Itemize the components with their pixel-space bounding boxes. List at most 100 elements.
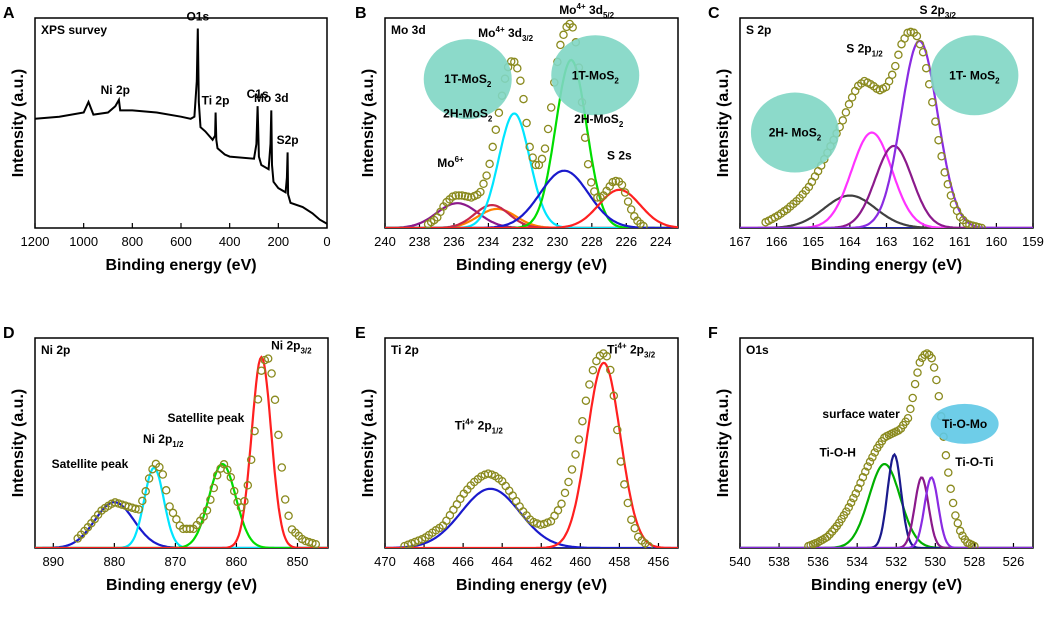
component-0 (740, 463, 1033, 548)
data-point (311, 539, 321, 548)
data-point (912, 31, 922, 41)
bubble-label-sub: 2 (487, 80, 492, 89)
data-point (185, 524, 195, 534)
data-point (626, 205, 636, 214)
x-tick-label: 456 (648, 554, 670, 569)
data-point (844, 503, 853, 512)
plot-area (35, 28, 327, 225)
data-point (592, 356, 601, 366)
data-point (922, 349, 932, 358)
data-point (894, 50, 903, 60)
data-point (620, 480, 629, 489)
data-point (568, 23, 577, 32)
x-tick-label: 164 (839, 234, 861, 249)
data-point (644, 541, 653, 548)
data-point (943, 180, 953, 189)
component-3 (740, 476, 1033, 548)
peak-annotation-text: Ti-O-Ti (955, 455, 993, 469)
bubble-label-text: 1T- MoS (949, 68, 995, 82)
data-point (967, 540, 977, 548)
data-point (515, 502, 524, 511)
peak-annotation-text: surface water (822, 407, 900, 421)
data-point (623, 197, 633, 206)
data-point (841, 108, 851, 117)
data-point (540, 144, 550, 153)
peak-label: Mo 3d (254, 91, 289, 105)
data-point (560, 488, 570, 498)
panel-letter: B (355, 5, 367, 22)
data-point (921, 63, 931, 73)
panel-c: C S 2p 167 166 165 164 163 162 161 160 159 Binding … (708, 3, 1044, 274)
x-tick-label: 159 (1022, 234, 1044, 249)
data-point (277, 463, 287, 472)
peak-annotation-text: S 2s (607, 148, 632, 162)
component-3 (35, 355, 328, 548)
data-point (134, 505, 144, 514)
peak-annotation-text: Ni 2p (143, 432, 172, 446)
data-point (236, 503, 246, 512)
x-tick-label: 534 (846, 554, 868, 569)
data-point (158, 470, 168, 479)
data-point (206, 495, 215, 504)
bubble-label: 1T- MoS2 (949, 68, 1000, 85)
component-0 (385, 487, 678, 548)
data-point (915, 358, 925, 367)
state-label-sub: 2 (619, 120, 624, 129)
component-1 (385, 361, 678, 548)
peak-annotation-sup: 6+ (455, 155, 464, 164)
data-point (488, 142, 497, 152)
data-point (887, 70, 897, 80)
x-tick-label: 460 (569, 554, 591, 569)
data-point (870, 448, 880, 457)
data-point (971, 222, 980, 228)
panel-title: O1s (746, 343, 769, 357)
bubble-label-sub: 2 (614, 76, 619, 85)
data-point (586, 178, 596, 187)
x-tick-label: 166 (766, 234, 788, 249)
peak-annotation: surface water (822, 407, 900, 421)
data-point (284, 511, 293, 521)
peak-annotation: S 2p3/2 (920, 3, 957, 20)
x-tick-label: 540 (729, 554, 751, 569)
bubble-label: 1T-MoS2 (444, 72, 492, 89)
data-point (583, 159, 593, 169)
peak-annotation-sup: 4+ (496, 25, 505, 34)
data-point (485, 159, 494, 169)
data-point (240, 496, 249, 506)
data-point (229, 486, 239, 496)
component-5 (385, 169, 678, 228)
peak-annotation-after: 3d (505, 26, 522, 40)
data-point (457, 191, 467, 200)
data-point (513, 64, 522, 73)
plot-area (385, 19, 678, 228)
data-point (894, 426, 903, 435)
x-tick-label: 167 (729, 234, 751, 249)
peak-annotation-sub: 3/2 (522, 34, 534, 43)
y-axis-label: Intensity (a.u.) (10, 389, 27, 497)
panel-a: A XPS survey 1200 1000 800 600 400 200 0 Binding … (3, 5, 331, 274)
peak-annotation-text: S 2p (920, 3, 945, 17)
peak-label: Ti 2p (202, 93, 230, 107)
component-2 (740, 476, 1033, 548)
panel-title: S 2p (746, 23, 771, 37)
data-point (131, 504, 140, 514)
data-point (553, 506, 563, 515)
panel-e: E Ti 2p 470 468 466 464 462 460 458 456 Binding en… (355, 325, 679, 594)
data-point (842, 507, 851, 516)
data-point (567, 465, 577, 474)
peak-annotation: Ti-O-H (819, 445, 855, 459)
data-point (630, 523, 639, 533)
peak-annotation-text: Mo (478, 26, 495, 40)
data-point (623, 498, 633, 508)
data-point (928, 98, 937, 107)
peak-annotation: Ti4+ 2p3/2 (607, 341, 656, 359)
x-tick-label: 890 (42, 554, 64, 569)
x-tick-label: 458 (609, 554, 631, 569)
peak-annotation-sub: 1/2 (872, 49, 884, 58)
panel-title: Ni 2p (41, 343, 70, 357)
peak-annotation: Mo4+ 3d3/2 (478, 25, 533, 43)
data-point (968, 221, 977, 228)
panel-title: XPS survey (41, 23, 107, 37)
data-point (585, 380, 594, 389)
data-point (906, 404, 915, 414)
